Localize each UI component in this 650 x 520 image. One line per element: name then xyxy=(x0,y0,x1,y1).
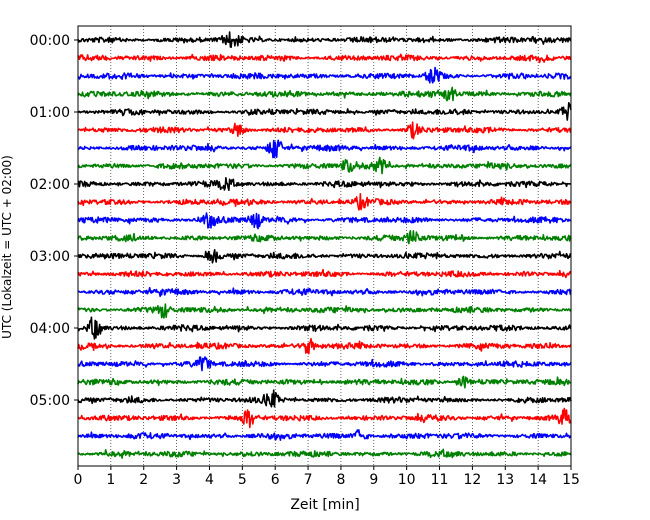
x-tick-label: 15 xyxy=(562,472,580,488)
y-tick-label: 02:00 xyxy=(30,177,70,193)
x-tick-label: 7 xyxy=(304,472,313,488)
trace-03:45 xyxy=(77,303,572,319)
x-tick-label: 6 xyxy=(271,472,280,488)
x-tick-label: 13 xyxy=(496,472,514,488)
trace-01:45 xyxy=(77,156,572,175)
grid-lines xyxy=(110,26,539,466)
trace-04:30 xyxy=(77,356,572,372)
x-tick-label: 5 xyxy=(238,472,247,488)
y-tick-label: 04:00 xyxy=(30,321,70,337)
trace-02:30 xyxy=(77,212,572,230)
trace-04:45 xyxy=(77,375,572,389)
trace-02:00 xyxy=(77,176,572,192)
trace-04:15 xyxy=(77,337,572,355)
x-tick-label: 12 xyxy=(463,472,481,488)
x-tick-label: 11 xyxy=(431,472,449,488)
trace-00:15 xyxy=(77,53,572,64)
x-tick-label: 1 xyxy=(106,472,115,488)
trace-00:30 xyxy=(77,66,572,84)
x-tick-label: 14 xyxy=(529,472,547,488)
trace-03:30 xyxy=(77,287,572,298)
trace-01:00 xyxy=(77,102,572,121)
y-tick-label: 00:00 xyxy=(30,33,70,49)
trace-04:00 xyxy=(77,316,572,340)
x-tick-label: 3 xyxy=(172,472,181,488)
trace-02:15 xyxy=(77,193,572,211)
x-tick-label: 0 xyxy=(74,472,83,488)
trace-05:00 xyxy=(77,389,572,408)
seismogram-traces xyxy=(77,31,572,459)
axes: 0 1 2 3 4 5 6 7 8 9 10 11 12 13 14 1500:0001:0002:0003:… xyxy=(30,25,580,488)
y-tick-label: 01:00 xyxy=(30,105,70,121)
x-tick-label: 9 xyxy=(369,472,378,488)
trace-03:00 xyxy=(77,249,572,264)
x-tick-label: 10 xyxy=(398,472,416,488)
x-tick-label: 4 xyxy=(205,472,214,488)
x-axis-label: Zeit [min] xyxy=(290,497,359,513)
trace-05:30 xyxy=(77,429,572,441)
trace-03:15 xyxy=(77,268,572,279)
trace-01:30 xyxy=(77,139,572,159)
y-tick-label: 03:00 xyxy=(30,249,70,265)
trace-05:15 xyxy=(77,407,572,429)
plot-frame xyxy=(77,25,572,467)
x-tick-label: 8 xyxy=(336,472,345,488)
x-tick-label: 2 xyxy=(139,472,148,488)
trace-00:45 xyxy=(77,86,572,102)
trace-05:45 xyxy=(77,448,572,459)
y-tick-label: 05:00 xyxy=(30,393,70,409)
trace-02:45 xyxy=(77,230,572,245)
y-axis-label: UTC (Lokalzeit = UTC + 02:00) xyxy=(0,155,14,339)
trace-01:15 xyxy=(77,121,572,140)
trace-00:00 xyxy=(77,31,572,48)
